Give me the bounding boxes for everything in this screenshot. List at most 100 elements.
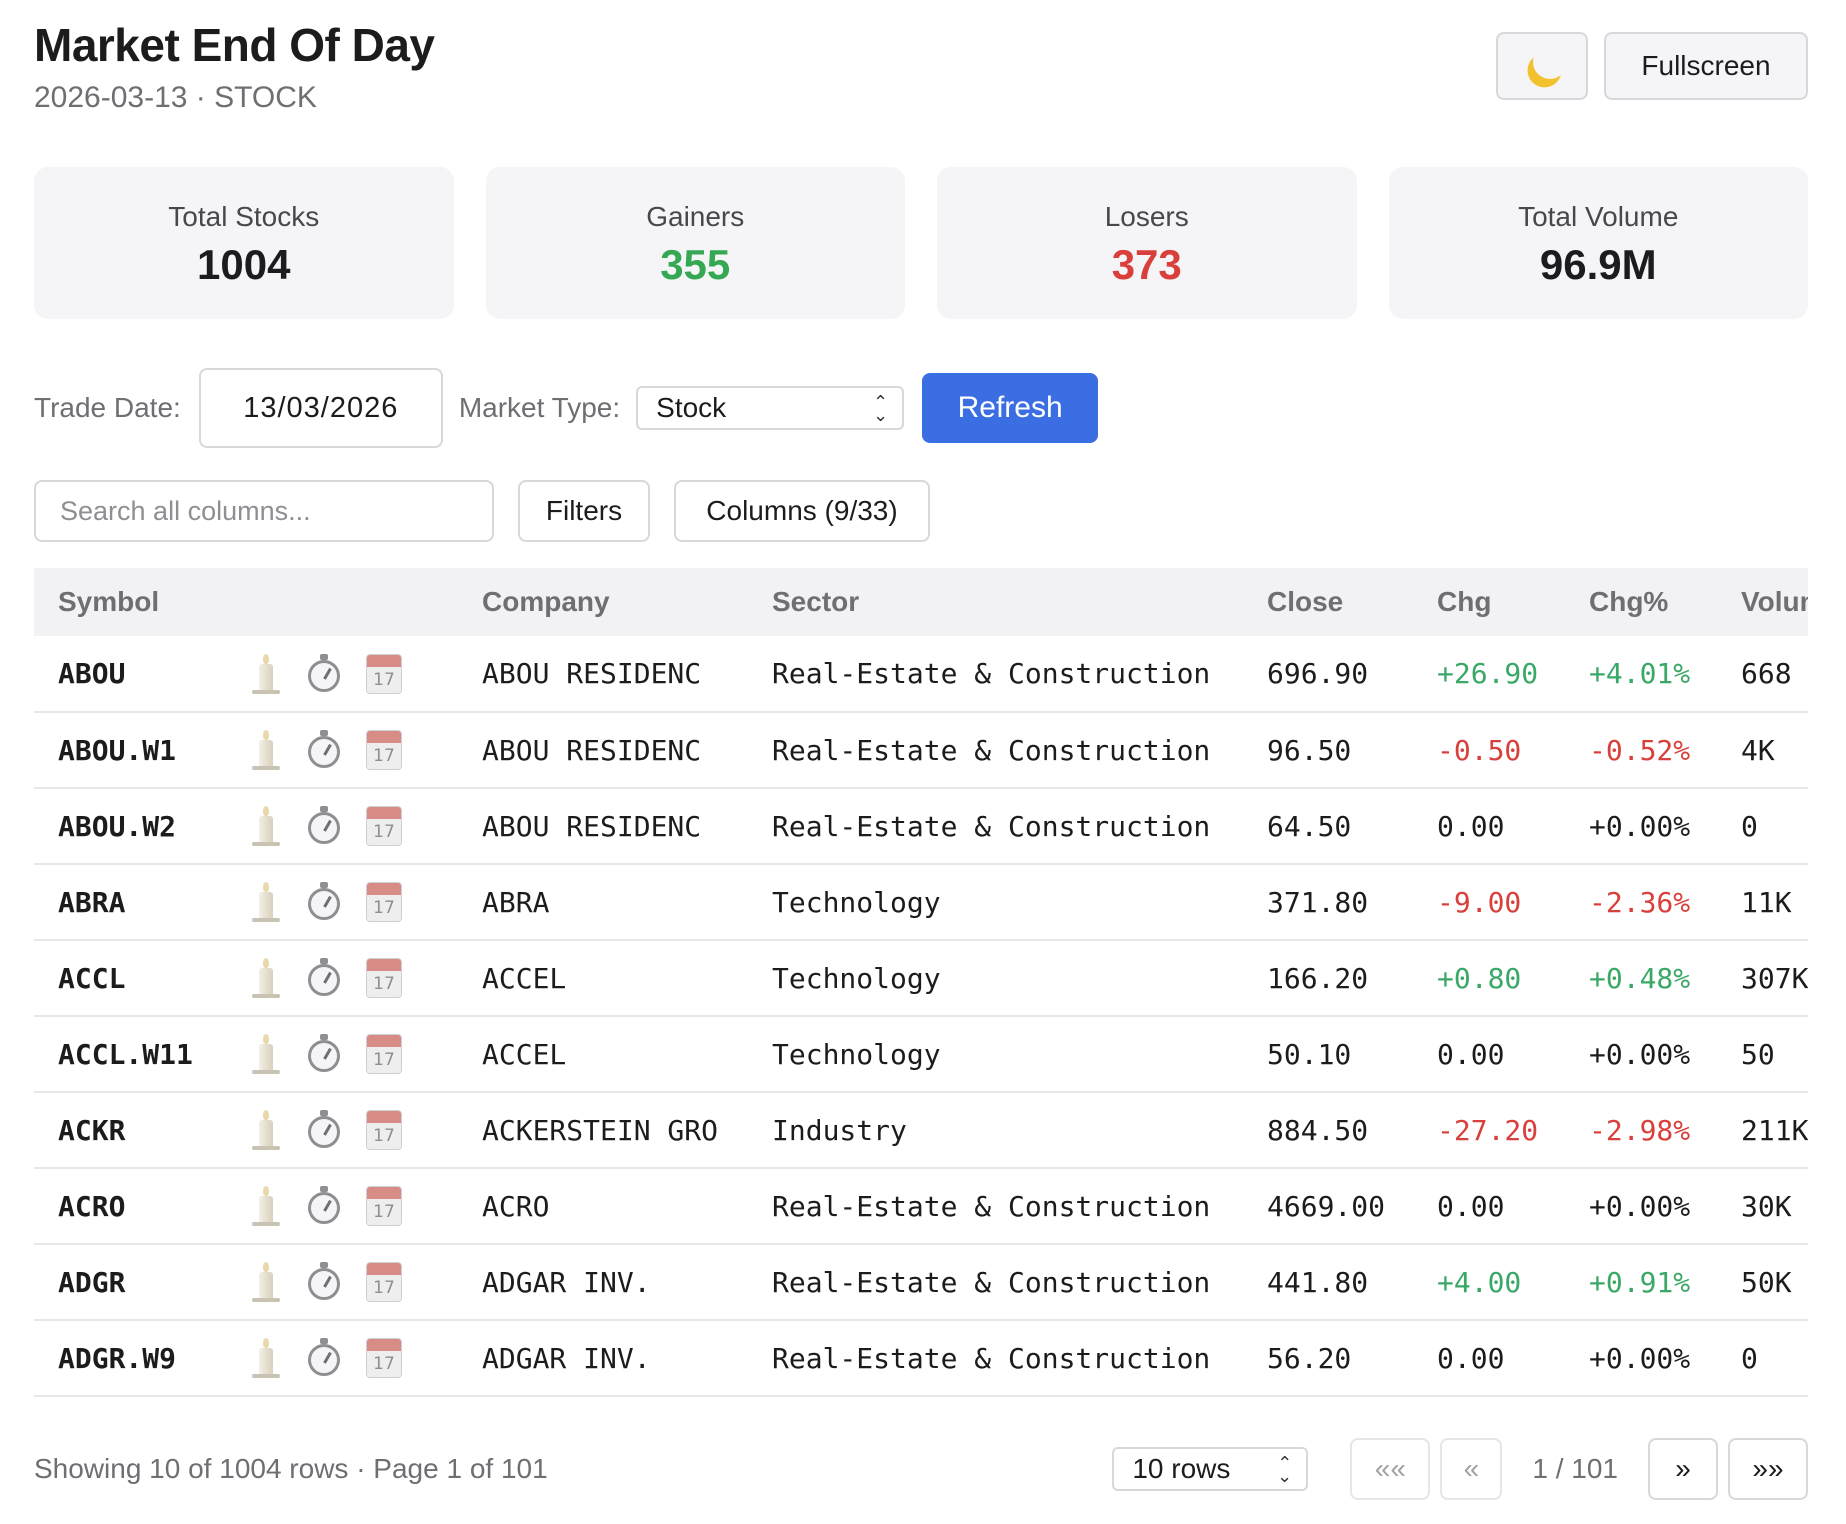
calendar-day: 17 xyxy=(373,1050,395,1070)
cell-volume: 0 xyxy=(1717,1320,1808,1397)
calendar-icon[interactable]: 17 xyxy=(366,1186,402,1226)
prev-page-button[interactable]: « xyxy=(1440,1438,1503,1500)
cell-company: ADGAR INV. xyxy=(458,1244,748,1321)
stat-value: 373 xyxy=(1111,241,1182,288)
timer-icon[interactable] xyxy=(306,653,342,694)
cell-sector: Technology xyxy=(748,864,1243,941)
trade-date-input[interactable]: 13/03/2026 xyxy=(198,368,443,448)
timer-icon[interactable] xyxy=(306,1186,342,1226)
cell-company: ABOU RESIDENC xyxy=(458,712,748,789)
data-table: Symbol Company Sector Close Chg Chg% Vol… xyxy=(34,568,1808,1397)
cell-chg-pct: +0.00% xyxy=(1565,1016,1717,1093)
table-row[interactable]: ABOU 17 ABOU RESIDENC Real-Estate & Constru… xyxy=(34,636,1808,713)
calendar-icon[interactable]: 17 xyxy=(366,882,402,922)
refresh-button[interactable]: Refresh xyxy=(922,373,1099,443)
cell-symbol[interactable]: ADGR xyxy=(34,1244,224,1321)
stat-label: Gainers xyxy=(646,201,745,232)
cell-volume: 50 xyxy=(1717,1016,1808,1093)
cell-chg-pct: +0.48% xyxy=(1565,940,1717,1017)
calendar-icon[interactable]: 17 xyxy=(366,958,402,998)
table-row[interactable]: ACKR 17 ACKERSTEIN GRO Industry 884.50 -27.20… xyxy=(34,1092,1808,1169)
table-row[interactable]: ADGR.W9 17 ADGAR INV. Real-Estate & Constru… xyxy=(34,1320,1808,1397)
cell-symbol[interactable]: ABOU xyxy=(34,636,224,713)
table-row[interactable]: ACRO 17 ACRO Real-Estate & Construction 4669… xyxy=(34,1168,1808,1245)
timer-icon[interactable] xyxy=(306,1110,342,1150)
stat-value: 96.9M xyxy=(1539,241,1657,288)
candle-icon[interactable] xyxy=(248,1262,282,1302)
calendar-icon[interactable]: 17 xyxy=(366,653,402,694)
cell-chg: 0.00 xyxy=(1413,1168,1565,1245)
market-type-select[interactable]: Stock ⌃ ⌃ xyxy=(636,386,905,430)
timer-icon[interactable] xyxy=(306,958,342,998)
cell-symbol[interactable]: ABOU.W1 xyxy=(34,712,224,789)
col-header-company[interactable]: Company xyxy=(458,568,748,636)
timer-icon[interactable] xyxy=(306,1338,342,1378)
candle-icon[interactable] xyxy=(248,1034,282,1074)
col-header-close[interactable]: Close xyxy=(1243,568,1413,636)
candle-icon[interactable] xyxy=(248,653,282,694)
cell-symbol[interactable]: ADGR.W9 xyxy=(34,1320,224,1397)
cell-company: ACCEL xyxy=(458,940,748,1017)
col-header-sector[interactable]: Sector xyxy=(748,568,1243,636)
timer-icon[interactable] xyxy=(306,1034,342,1074)
timer-icon[interactable] xyxy=(306,882,342,922)
cell-actions: 17 xyxy=(224,1320,458,1397)
last-page-button[interactable]: »» xyxy=(1728,1438,1808,1500)
table-row[interactable]: ABOU.W2 17 ABOU RESIDENC Real-Estate & Cons… xyxy=(34,788,1808,865)
calendar-icon[interactable]: 17 xyxy=(366,730,402,770)
cell-symbol[interactable]: ACKR xyxy=(34,1092,224,1169)
filters-button[interactable]: Filters xyxy=(518,480,650,542)
cell-symbol[interactable]: ACRO xyxy=(34,1168,224,1245)
next-page-button[interactable]: » xyxy=(1648,1438,1718,1500)
rows-per-page-select[interactable]: 10 rows ⌃ ⌃ xyxy=(1112,1447,1309,1491)
calendar-icon[interactable]: 17 xyxy=(366,1338,402,1378)
table-row[interactable]: ACCL 17 ACCEL Technology 166.20 +0.80 +0.48% 30… xyxy=(34,940,1808,1017)
cell-close: 441.80 xyxy=(1243,1244,1413,1321)
candle-icon[interactable] xyxy=(248,730,282,770)
rows-summary: Showing 10 of 1004 rows · Page 1 of 101 xyxy=(34,1453,548,1484)
table-row[interactable]: ABOU.W1 17 ABOU RESIDENC Real-Estate & Cons… xyxy=(34,712,1808,789)
cell-sector: Real-Estate & Construction xyxy=(748,1168,1243,1245)
cell-symbol[interactable]: ACCL.W11 xyxy=(34,1016,224,1093)
timer-icon[interactable] xyxy=(306,806,342,846)
col-header-symbol[interactable]: Symbol xyxy=(34,568,224,636)
cell-sector: Industry xyxy=(748,1092,1243,1169)
col-header-volume[interactable]: Volume xyxy=(1717,568,1808,636)
calendar-icon[interactable]: 17 xyxy=(366,1034,402,1074)
candle-icon[interactable] xyxy=(248,1338,282,1378)
cell-company: ACCEL xyxy=(458,1016,748,1093)
candle-icon[interactable] xyxy=(248,958,282,998)
cell-symbol[interactable]: ABOU.W2 xyxy=(34,788,224,865)
timer-icon[interactable] xyxy=(306,1262,342,1302)
candle-icon[interactable] xyxy=(248,1110,282,1150)
cell-chg-pct: -2.36% xyxy=(1565,864,1717,941)
fullscreen-button[interactable]: Fullscreen xyxy=(1604,32,1808,100)
table-row[interactable]: ABRA 17 ABRA Technology 371.80 -9.00 -2.36% 11K xyxy=(34,864,1808,941)
cell-symbol[interactable]: ACCL xyxy=(34,940,224,1017)
cell-symbol[interactable]: ABRA xyxy=(34,864,224,941)
candle-icon[interactable] xyxy=(248,1186,282,1226)
cell-sector: Real-Estate & Construction xyxy=(748,1320,1243,1397)
search-input[interactable]: Search all columns... xyxy=(34,480,494,542)
table-row[interactable]: ADGR 17 ADGAR INV. Real-Estate & Constructi… xyxy=(34,1244,1808,1321)
col-header-chg[interactable]: Chg xyxy=(1413,568,1565,636)
calendar-icon[interactable]: 17 xyxy=(366,1262,402,1302)
theme-toggle-button[interactable] xyxy=(1496,32,1588,100)
table-header-row: Symbol Company Sector Close Chg Chg% Vol… xyxy=(34,568,1808,636)
candle-icon[interactable] xyxy=(248,806,282,846)
columns-button[interactable]: Columns (9/33) xyxy=(674,480,930,542)
timer-icon[interactable] xyxy=(306,730,342,770)
table-row[interactable]: ACCL.W11 17 ACCEL Technology 50.10 0.00 +0.00%… xyxy=(34,1016,1808,1093)
cell-chg: -27.20 xyxy=(1413,1092,1565,1169)
col-header-chg-pct[interactable]: Chg% xyxy=(1565,568,1717,636)
calendar-icon[interactable]: 17 xyxy=(366,806,402,846)
candle-icon[interactable] xyxy=(248,882,282,922)
calendar-icon[interactable]: 17 xyxy=(366,1110,402,1150)
stat-card-gainers: Gainers 355 xyxy=(485,167,905,319)
stat-value: 355 xyxy=(660,241,731,288)
first-page-button[interactable]: «« xyxy=(1350,1438,1431,1500)
cell-actions: 17 xyxy=(224,636,458,713)
stat-label: Total Stocks xyxy=(168,201,320,232)
trade-date-label: Trade Date: xyxy=(34,392,181,423)
cell-volume: 211K xyxy=(1717,1092,1808,1169)
